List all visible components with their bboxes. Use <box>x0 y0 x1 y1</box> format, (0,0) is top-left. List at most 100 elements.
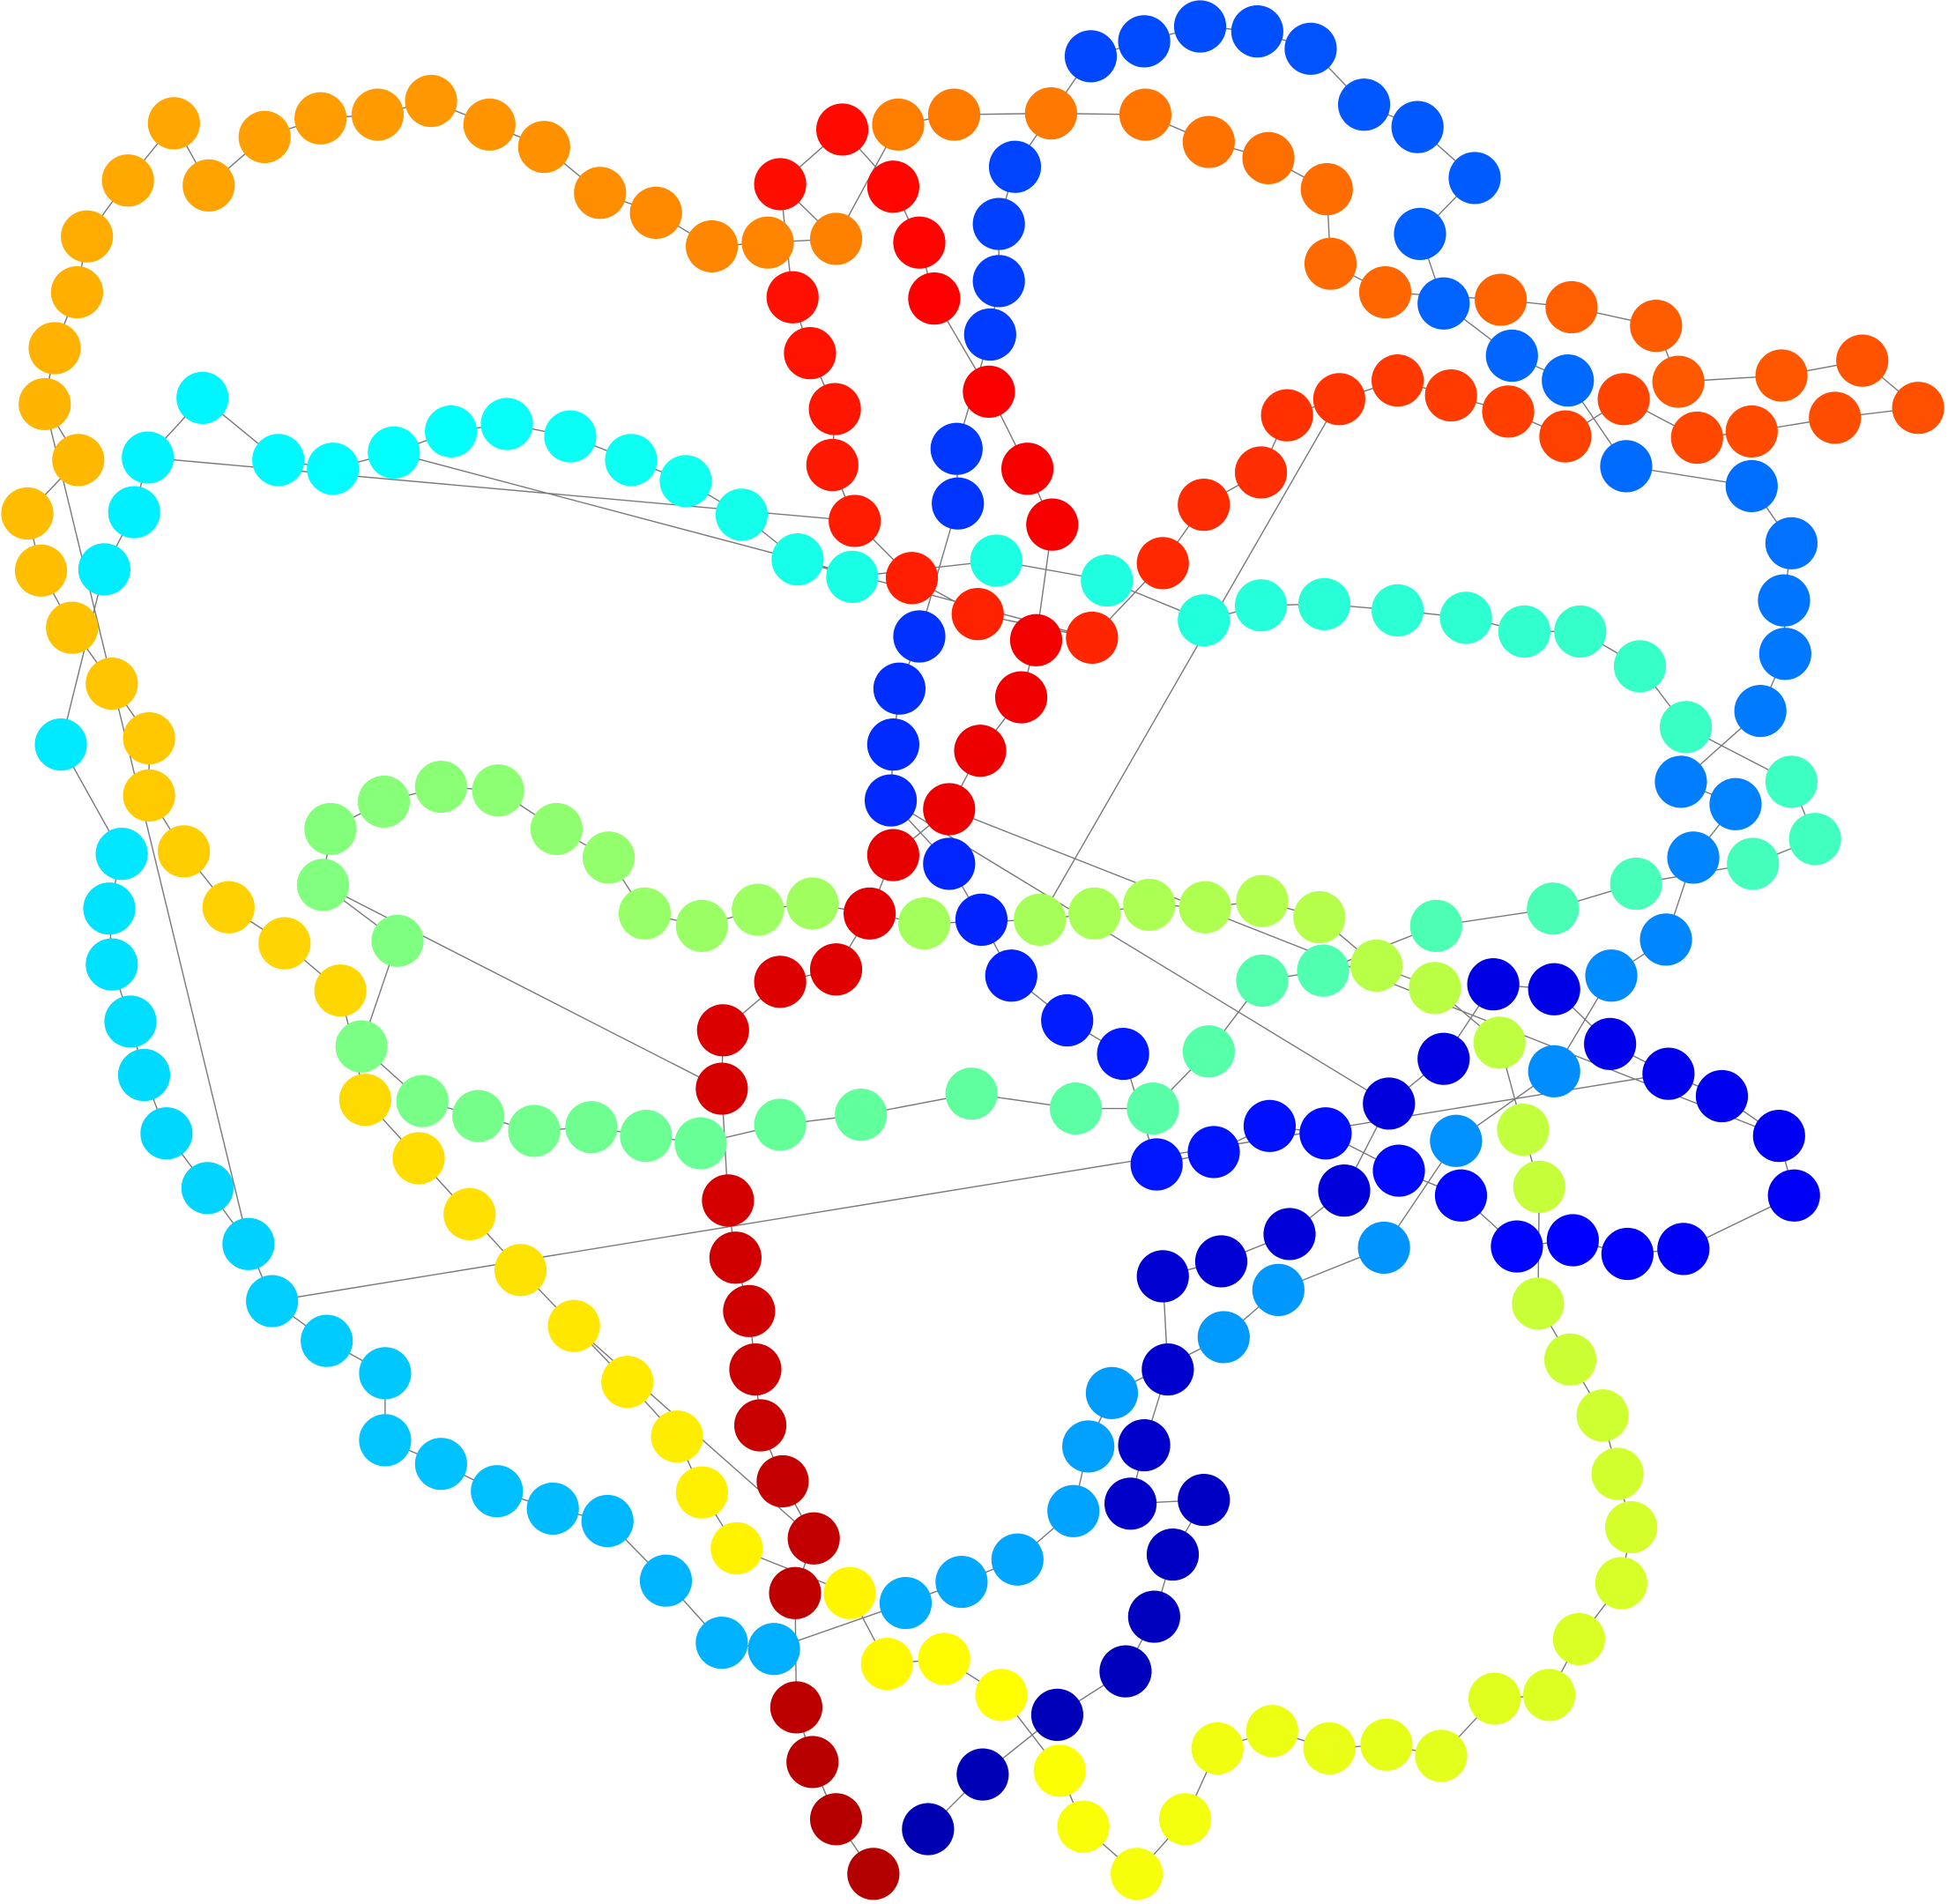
graph-node <box>147 97 200 150</box>
graph-node <box>918 1633 970 1685</box>
graph-node <box>1439 591 1492 644</box>
graph-node <box>1118 1418 1171 1472</box>
graph-node <box>1009 614 1063 666</box>
graph-node <box>954 725 1007 777</box>
graph-node <box>741 216 794 269</box>
graph-node <box>1409 899 1462 952</box>
graph-node <box>1047 1484 1100 1537</box>
graph-node <box>314 964 367 1017</box>
graph-node <box>975 1669 1028 1722</box>
graph-node <box>1513 1160 1565 1213</box>
graph-node <box>1234 579 1288 632</box>
graph-node <box>710 1521 763 1575</box>
graph-node <box>1434 1169 1488 1222</box>
graph-node <box>675 1466 728 1519</box>
graph-node <box>826 550 879 603</box>
graph-node <box>1049 1082 1103 1135</box>
graph-node <box>972 255 1025 308</box>
graph-node <box>1026 498 1079 551</box>
graph-node <box>104 995 157 1048</box>
graph-node <box>1123 878 1176 932</box>
graph-node <box>956 1748 1009 1801</box>
graph-node <box>1610 857 1662 911</box>
graph-node <box>823 1566 876 1619</box>
graph-node <box>1097 1027 1149 1081</box>
graph-node <box>95 828 148 881</box>
graph-node <box>723 1284 776 1337</box>
graph-node <box>1358 265 1412 319</box>
graph-node <box>784 327 836 380</box>
graph-node <box>1467 958 1520 1011</box>
graph-node <box>695 1617 748 1670</box>
graph-node <box>359 1414 412 1467</box>
graph-node <box>1767 1169 1820 1222</box>
graph-node <box>1752 1109 1805 1163</box>
graph-node <box>1 487 54 540</box>
graph-node <box>471 1465 524 1518</box>
graph-node <box>1284 22 1337 75</box>
graph-node <box>46 601 99 654</box>
graph-node <box>988 140 1042 193</box>
graph-node <box>1245 1705 1298 1758</box>
graph-node <box>1293 890 1346 944</box>
graph-node <box>923 783 976 836</box>
graph-node <box>1299 1107 1352 1160</box>
graph-node <box>963 308 1016 361</box>
graph-node <box>994 671 1048 724</box>
graph-node <box>1350 939 1403 993</box>
graph-node <box>301 1314 353 1367</box>
graph-node <box>28 322 81 375</box>
graph-node <box>1758 574 1810 627</box>
graph-node <box>1242 131 1295 184</box>
graph-node <box>1765 517 1818 569</box>
graph-node <box>1394 207 1446 260</box>
graph-node <box>1066 611 1119 665</box>
graph-node <box>1372 584 1424 637</box>
graph-node <box>787 1512 840 1565</box>
graph-node <box>508 1104 561 1157</box>
graph-node <box>86 938 138 991</box>
graph-node <box>1584 1017 1637 1070</box>
graph-node <box>1725 459 1778 513</box>
graph-node <box>733 1399 787 1452</box>
graph-node <box>1182 115 1235 168</box>
graph-node <box>885 552 939 605</box>
graph-node <box>1263 1208 1316 1261</box>
graph-node <box>1545 280 1598 334</box>
graph-node <box>686 219 739 273</box>
graph-node <box>1727 837 1780 890</box>
graph-node <box>769 1566 822 1619</box>
graph-node <box>809 212 863 265</box>
graph-node <box>108 486 160 539</box>
graph-node <box>1057 1800 1110 1853</box>
graph-node <box>1182 1025 1235 1078</box>
graph-node <box>414 1438 467 1491</box>
graph-node <box>396 1075 449 1127</box>
graph-node <box>1725 405 1778 458</box>
graph-node <box>651 1410 703 1463</box>
graph-node <box>674 1117 727 1170</box>
graph-node <box>1337 78 1391 131</box>
graph-node <box>951 588 1004 641</box>
graph-node <box>443 1187 496 1240</box>
graph-node <box>1512 1277 1565 1330</box>
graph-node <box>970 534 1022 587</box>
graph-node <box>1236 874 1289 927</box>
graph-node <box>601 1356 654 1409</box>
graph-node <box>123 711 175 765</box>
graph-node <box>1030 1688 1084 1741</box>
graph-node <box>1300 163 1353 216</box>
graph-node <box>756 1454 809 1508</box>
graph-node <box>1657 1223 1710 1276</box>
graph-node <box>1141 1342 1194 1396</box>
graph-node <box>1303 1722 1356 1775</box>
graph-node <box>809 1793 863 1846</box>
graph-node <box>1231 5 1283 58</box>
graph-node <box>78 543 130 596</box>
graph-node <box>517 121 570 174</box>
graph-node <box>1630 300 1683 353</box>
graph-node <box>1430 1114 1483 1167</box>
graph-node <box>1613 640 1667 693</box>
graph-node <box>14 544 68 597</box>
graph-node <box>359 1347 412 1400</box>
